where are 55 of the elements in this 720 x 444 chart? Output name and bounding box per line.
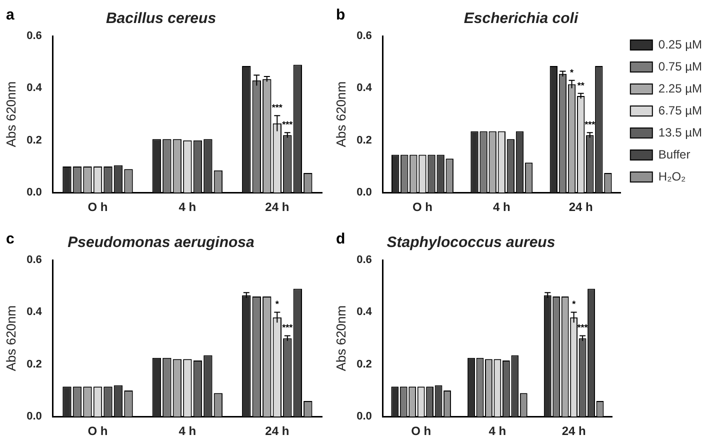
text: d — [336, 230, 346, 248]
data-label: * — [572, 299, 576, 310]
x-tick-label: 24 h — [265, 424, 290, 438]
x-tick-label: O h — [88, 200, 108, 214]
data-label: *** — [584, 120, 596, 130]
chart-title: Escherichia coli — [464, 10, 579, 28]
legend-label: 2.25 µM — [658, 81, 702, 96]
x-tick-label: O h — [412, 200, 432, 214]
chart-title: Bacillus cereus — [106, 10, 216, 28]
x-tick-label: O h — [88, 424, 108, 438]
x-tick-label: O h — [411, 424, 432, 438]
legend-label: 6.75 µM — [658, 103, 702, 118]
y-axis-title: Abs 620nm — [3, 81, 18, 148]
y-tick-label: 0.0 — [356, 410, 372, 423]
y-tick-label: 0.0 — [356, 186, 372, 199]
text: a — [6, 6, 15, 24]
text: c — [6, 230, 14, 248]
y-tick-label: 0.0 — [26, 410, 42, 423]
y-tick-label: 0.6 — [356, 254, 372, 266]
y-tick-label: 0.4 — [356, 82, 373, 94]
x-tick-label: 4 h — [488, 424, 506, 438]
y-axis-title: Abs 620nm — [333, 305, 348, 372]
data-label: * — [275, 299, 280, 310]
y-tick-label: 0.6 — [26, 30, 42, 42]
legend-label: H₂O₂ — [658, 169, 686, 184]
data-label: *** — [282, 322, 294, 333]
y-axis-title: Abs 620nm — [3, 305, 18, 372]
text: b — [336, 6, 346, 24]
chart-title: Pseudomonas aeruginosa — [68, 234, 254, 252]
y-tick-label: 0.2 — [356, 358, 372, 370]
data-label: ** — [577, 80, 585, 90]
legend-label: 13.5 µM — [658, 125, 702, 140]
legend-label: Buffer — [658, 147, 690, 162]
data-label: *** — [282, 120, 294, 130]
legend-label: 0.25 µM — [658, 37, 702, 52]
x-tick-label: 4 h — [178, 424, 196, 438]
y-tick-label: 0.6 — [356, 30, 372, 42]
x-tick-label: 24 h — [568, 200, 593, 214]
x-tick-label: 4 h — [178, 200, 196, 214]
y-axis-title: Abs 620nm — [333, 81, 348, 148]
y-tick-label: 0.4 — [26, 306, 43, 318]
y-tick-label: 0.4 — [356, 306, 373, 318]
y-tick-label: 0.6 — [26, 254, 42, 266]
data-label: *** — [272, 102, 283, 113]
x-tick-label: 24 h — [265, 200, 290, 214]
y-tick-label: 0.0 — [26, 186, 42, 199]
x-tick-label: 24 h — [562, 424, 586, 438]
chart-title: Staphylococcus aureus — [386, 234, 556, 252]
legend-label: 0.75 µM — [658, 59, 702, 74]
y-tick-label: 0.4 — [26, 82, 43, 94]
x-tick-label: 4 h — [492, 200, 510, 214]
y-tick-label: 0.2 — [26, 134, 42, 146]
y-tick-label: 0.2 — [356, 134, 372, 146]
y-tick-label: 0.2 — [26, 358, 42, 370]
data-label: * — [570, 67, 574, 78]
